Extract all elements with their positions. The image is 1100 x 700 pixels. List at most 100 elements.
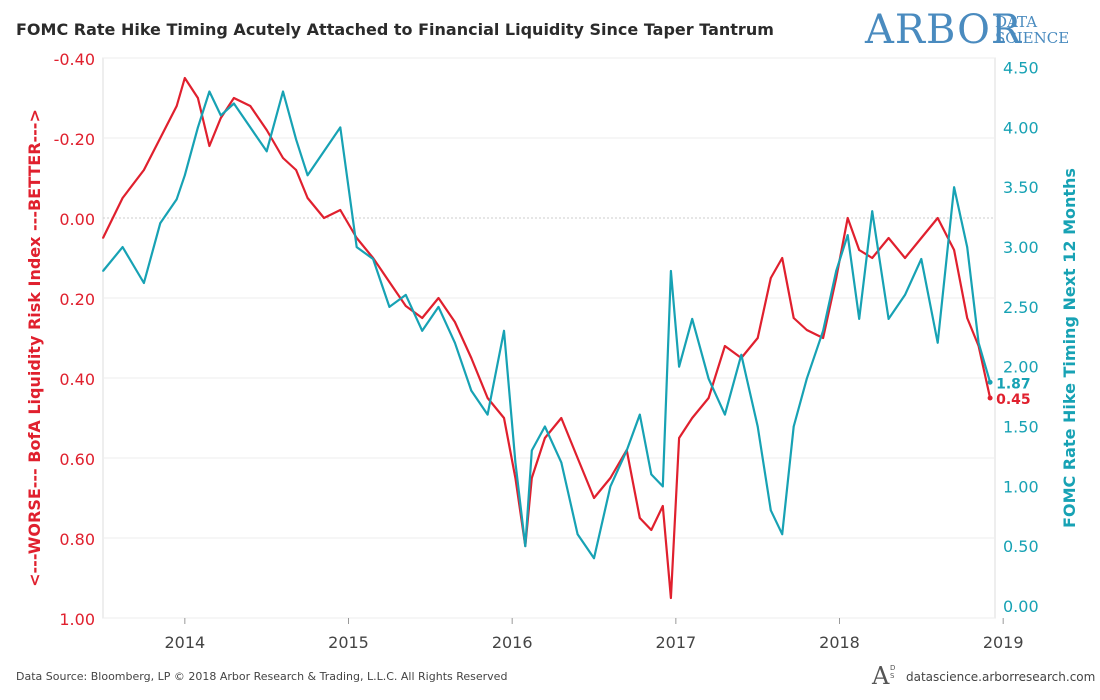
end-value-label: 0.45 xyxy=(996,392,1031,408)
fomc-hike-timing-point xyxy=(691,317,694,320)
fomc-hike-timing-point xyxy=(437,305,440,308)
fomc-hike-timing-point xyxy=(740,353,743,356)
bofa-liquidity-point xyxy=(858,249,861,251)
bofa-liquidity-point xyxy=(650,529,653,531)
bofa-liquidity-point xyxy=(661,505,664,507)
logo-subtitle-line2: SCIENCE xyxy=(995,29,1070,47)
bofa-liquidity-point xyxy=(593,497,595,499)
left-tick-label: 0.60 xyxy=(59,450,95,469)
fomc-hike-timing-point xyxy=(678,365,681,368)
fomc-hike-timing-point xyxy=(835,270,838,272)
bofa-liquidity-point xyxy=(920,237,923,239)
x-tick-label: 2019 xyxy=(983,633,1024,652)
fomc-hike-timing-point xyxy=(650,473,653,476)
fomc-hike-timing-point xyxy=(670,270,672,272)
data-source-note: Data Source: Bloomberg, LP © 2018 Arbor … xyxy=(16,670,508,683)
footer-url-link[interactable]: datascience.arborresearch.com xyxy=(906,670,1096,684)
bofa-liquidity-point xyxy=(792,317,795,319)
bofa-liquidity-point xyxy=(756,337,759,339)
fomc-hike-timing-point xyxy=(175,198,178,201)
x-tick-label: 2016 xyxy=(492,633,533,652)
logo-subtitle: DATA SCIENCE xyxy=(995,14,1069,46)
fomc-hike-timing-point xyxy=(404,294,407,296)
bofa-liquidity-point xyxy=(678,437,681,439)
fomc-hike-timing-point xyxy=(102,270,104,272)
x-tick-label: 2014 xyxy=(164,633,205,652)
bofa-liquidity-point xyxy=(609,477,612,479)
bofa-liquidity-point xyxy=(121,197,124,199)
right-tick-label: 0.00 xyxy=(1003,597,1039,616)
bofa-liquidity-point xyxy=(233,97,235,99)
bofa-liquidity-point xyxy=(249,105,252,107)
fomc-hike-timing-point xyxy=(486,413,489,416)
bofa-liquidity-point xyxy=(560,417,563,419)
right-tick-label: 1.50 xyxy=(1003,418,1039,437)
fomc-hike-timing-point xyxy=(323,150,325,153)
fomc-hike-timing-point xyxy=(609,485,612,488)
fomc-hike-timing-point xyxy=(249,126,252,129)
right-axis-title: FOMC Rate Hike Timing Next 12 Months xyxy=(1060,168,1079,528)
right-tick-label: 4.50 xyxy=(1003,59,1039,78)
fomc-hike-timing-point xyxy=(966,246,969,248)
fomc-hike-timing-point xyxy=(805,377,808,380)
fomc-hike-timing-point xyxy=(724,413,726,416)
bofa-liquidity-point xyxy=(936,217,939,219)
right-tick-label: 0.50 xyxy=(1003,537,1039,556)
bofa-liquidity-point xyxy=(846,217,849,219)
bofa-liquidity-point xyxy=(470,357,473,359)
fomc-hike-timing-point xyxy=(769,509,772,512)
ds-logo-mark: A xyxy=(872,662,890,690)
fomc-hike-timing-point xyxy=(822,329,825,332)
bofa-liquidity-point xyxy=(404,305,407,307)
bofa-liquidity-point xyxy=(175,105,178,107)
bofa-liquidity-point xyxy=(486,397,489,399)
bofa-liquidity-point xyxy=(530,477,533,479)
bofa-liquidity-point xyxy=(781,257,784,259)
bofa-liquidity-point xyxy=(197,97,199,99)
fomc-hike-timing-point xyxy=(514,461,517,464)
left-tick-label: -0.20 xyxy=(54,130,95,149)
left-tick-label: 0.40 xyxy=(59,370,95,389)
fomc-hike-timing-point xyxy=(355,246,358,248)
end-value-label: 1.87 xyxy=(996,376,1031,392)
bofa-liquidity-point xyxy=(421,317,424,319)
bofa-liquidity-line xyxy=(102,76,992,600)
bofa-liquidity-point xyxy=(159,137,162,139)
fomc-hike-timing-point xyxy=(159,222,162,225)
bofa-liquidity-point xyxy=(323,217,325,219)
x-tick-label: 2015 xyxy=(328,633,369,652)
bofa-liquidity-point xyxy=(707,397,710,399)
end-point-marker xyxy=(987,379,993,385)
right-tick-label: 3.00 xyxy=(1003,238,1039,257)
fomc-hike-timing-point xyxy=(977,341,980,344)
fomc-hike-timing-point xyxy=(470,389,473,392)
bofa-liquidity-point xyxy=(282,157,284,159)
bofa-liquidity-point xyxy=(295,169,298,171)
fomc-hike-timing-point xyxy=(887,317,890,320)
left-tick-label: -0.40 xyxy=(54,50,95,69)
left-tick-label: 0.20 xyxy=(59,290,95,309)
fomc-hike-timing-point xyxy=(576,533,579,536)
fomc-hike-timing-point xyxy=(593,557,595,560)
bofa-liquidity-point xyxy=(724,345,726,347)
fomc-hike-timing-point xyxy=(421,329,424,332)
chart-title: FOMC Rate Hike Timing Acutely Attached t… xyxy=(16,20,774,39)
bofa-liquidity-point xyxy=(265,129,268,131)
bofa-liquidity-point xyxy=(805,329,808,331)
fomc-hike-timing-point xyxy=(265,150,268,153)
fomc-hike-timing-point xyxy=(792,425,795,428)
bofa-liquidity-point xyxy=(904,257,906,259)
fomc-hike-timing-point xyxy=(638,413,641,416)
fomc-hike-timing-point xyxy=(219,114,222,117)
bofa-liquidity-point xyxy=(514,477,517,479)
fomc-hike-timing-point xyxy=(756,425,759,428)
left-tick-label: 0.80 xyxy=(59,530,95,549)
logo-wordmark: ARBOR xyxy=(865,7,1023,53)
fomc-hike-timing-point xyxy=(453,341,456,344)
bofa-liquidity-point xyxy=(769,277,772,279)
end-point-marker xyxy=(987,395,993,401)
bofa-liquidity-point xyxy=(638,517,641,519)
fomc-hike-timing-point xyxy=(183,174,186,177)
bofa-liquidity-point xyxy=(453,321,456,323)
